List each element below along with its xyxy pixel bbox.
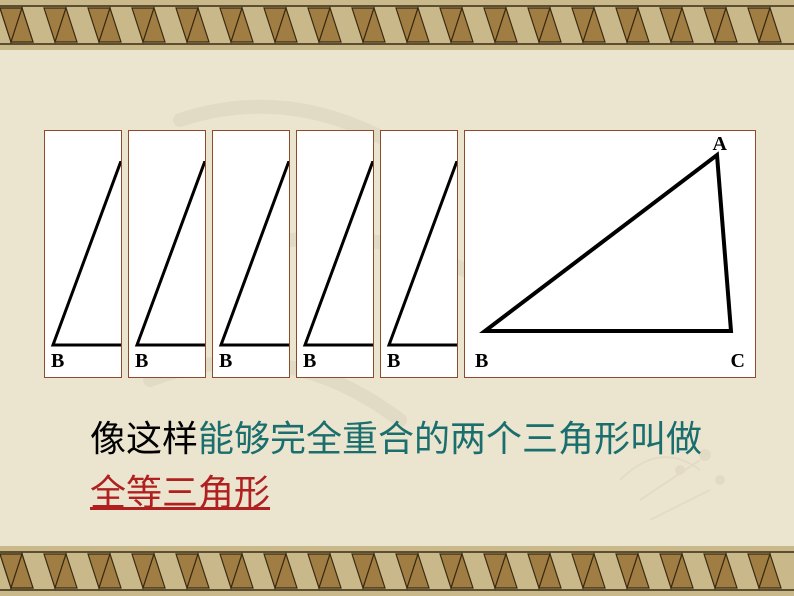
triangle-corner-svg	[49, 161, 121, 371]
triangle-abc-svg	[465, 131, 757, 353]
triangle-corner-svg	[385, 161, 457, 371]
triangle-panel-4: B	[296, 130, 374, 378]
triangle-corner-svg	[217, 161, 289, 371]
vertex-label-b: B	[387, 350, 400, 373]
triangle-panel-3: B	[212, 130, 290, 378]
caption-part2: 能够完全重合的两个三角形叫做	[198, 419, 702, 459]
triangle-panel-full: A B C	[464, 130, 756, 378]
triangle-corner-svg	[133, 161, 205, 371]
vertex-label-c: C	[731, 350, 745, 373]
triangle-panel-1: B	[44, 130, 122, 378]
triangle-panel-2: B	[128, 130, 206, 378]
top-border-pattern	[0, 0, 794, 50]
vertex-label-b: B	[135, 350, 148, 373]
triangle-panels-row: B B B B B A B C	[44, 130, 756, 378]
triangle-panel-5: B	[380, 130, 458, 378]
vertex-label-a: A	[713, 133, 727, 156]
caption-part1: 像这样	[90, 419, 198, 459]
triangle-corner-svg	[301, 161, 373, 371]
triangle-abc	[485, 155, 731, 331]
vertex-label-b: B	[475, 350, 488, 373]
vertex-label-b: B	[51, 350, 64, 373]
bottom-border-pattern	[0, 546, 794, 596]
vertex-label-b: B	[303, 350, 316, 373]
vertex-label-b: B	[219, 350, 232, 373]
slide-caption: 像这样能够完全重合的两个三角形叫做全等三角形	[90, 412, 710, 520]
caption-part3: 全等三角形	[90, 473, 270, 513]
